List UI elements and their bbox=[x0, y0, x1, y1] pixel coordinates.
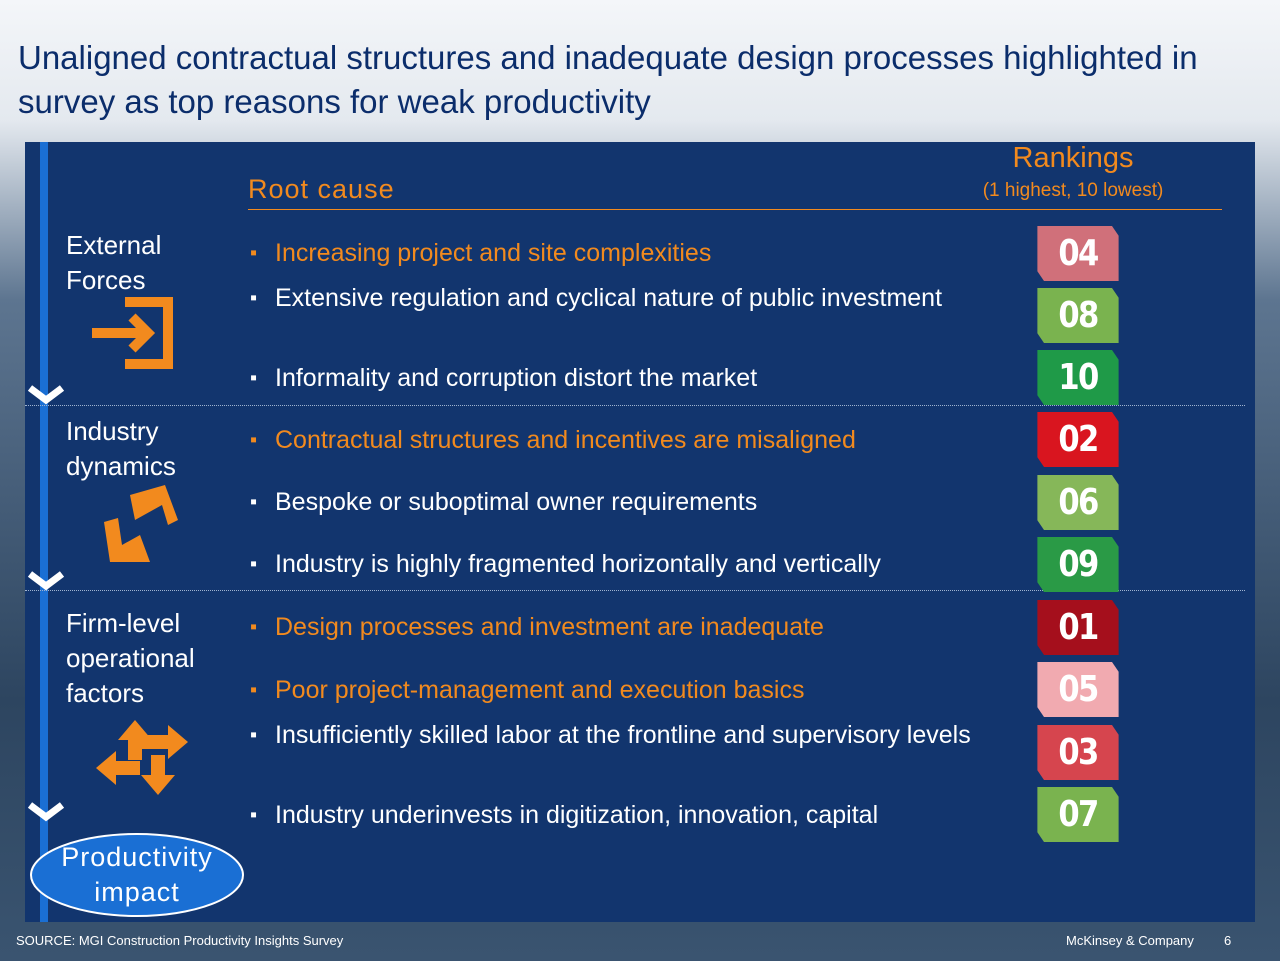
header-rule bbox=[248, 209, 1222, 210]
root-cause: Extensive regulation and cyclical nature… bbox=[250, 281, 1005, 316]
rank-badge: 01 bbox=[1037, 600, 1119, 655]
rankings-header: Rankings bbox=[1012, 142, 1134, 174]
root-cause-header: Root cause bbox=[248, 174, 395, 204]
root-cause: Design processes and investment are inad… bbox=[250, 610, 1005, 645]
icons bbox=[27, 297, 244, 917]
flow-bar bbox=[40, 142, 48, 922]
root-cause: Bespoke or suboptimal owner requirements bbox=[250, 485, 1005, 520]
rank-badge: 10 bbox=[1037, 350, 1119, 405]
outcome-ellipse bbox=[30, 833, 244, 917]
root-cause: Poor project-management and execution ba… bbox=[250, 673, 1005, 708]
rank-badge: 08 bbox=[1037, 288, 1119, 343]
rank-badge: 04 bbox=[1037, 226, 1119, 281]
root-cause: Industry is highly fragmented horizontal… bbox=[250, 547, 1005, 582]
root-cause: Insufficiently skilled labor at the fron… bbox=[250, 718, 1005, 753]
page-number: 6 bbox=[1224, 933, 1232, 948]
rank-badge: 03 bbox=[1037, 725, 1119, 780]
rank-badge: 09 bbox=[1037, 537, 1119, 592]
root-cause: Contractual structures and incentives ar… bbox=[250, 423, 1005, 458]
root-cause: Industry underinvests in digitization, i… bbox=[250, 798, 1005, 833]
icon-enter bbox=[92, 297, 173, 369]
rank-badge: 06 bbox=[1037, 475, 1119, 530]
separator bbox=[25, 590, 1245, 591]
group-label: External Forces bbox=[66, 230, 162, 295]
separator bbox=[25, 405, 1245, 406]
root-cause: Increasing project and site complexities bbox=[250, 236, 1005, 271]
rank-badge: 02 bbox=[1037, 412, 1119, 467]
root-cause: Informality and corruption distort the m… bbox=[250, 361, 1005, 396]
rank-badge: 05 bbox=[1037, 662, 1119, 717]
title: Unaligned contractual structures and ina… bbox=[18, 39, 1198, 120]
source: SOURCE: MGI Construction Productivity In… bbox=[16, 933, 344, 948]
icon-cycle bbox=[104, 485, 178, 562]
group-label: Industry dynamics bbox=[66, 416, 176, 481]
rankings-note: (1 highest, 10 lowest) bbox=[982, 180, 1164, 201]
company: McKinsey & Company bbox=[1066, 933, 1194, 948]
group-label: Firm-level operational factors bbox=[66, 608, 195, 708]
outcome: Productivity impact bbox=[61, 842, 213, 907]
chevrons bbox=[27, 385, 65, 822]
icon-arrows bbox=[96, 720, 188, 795]
rank-badge: 07 bbox=[1037, 787, 1119, 842]
